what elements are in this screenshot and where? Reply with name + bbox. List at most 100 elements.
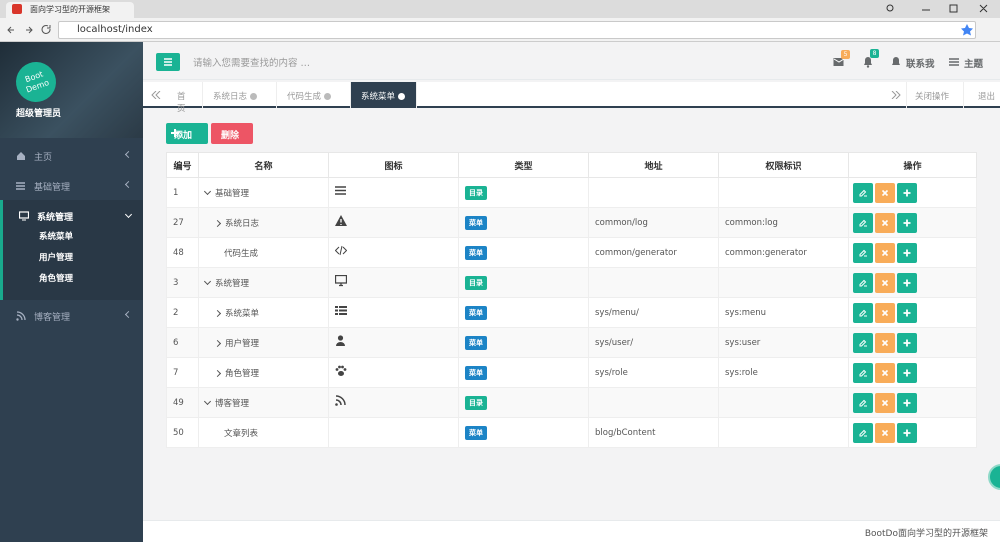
- cell-url: sys/role: [588, 357, 719, 388]
- tree-toggle[interactable]: [213, 309, 222, 317]
- tree-toggle[interactable]: [213, 219, 222, 227]
- name-wrap: 基础管理: [203, 187, 249, 199]
- op-icon: [859, 339, 867, 346]
- window-controls[interactable]: [880, 2, 995, 16]
- tab-close[interactable]: [324, 93, 332, 100]
- menu-caret: [124, 210, 133, 219]
- name-wrap: 用户管理: [205, 339, 259, 349]
- bell-icon[interactable]: [862, 56, 874, 68]
- url-text: blog/bContent: [595, 427, 656, 438]
- op-icon: [903, 339, 911, 346]
- add-child-button[interactable]: [897, 212, 917, 233]
- op-icon: [881, 309, 889, 316]
- tree-toggle[interactable]: [213, 339, 222, 347]
- tab[interactable]: 首页: [167, 82, 203, 114]
- tab[interactable]: 系统日志: [203, 82, 277, 108]
- submenu-item[interactable]: 用户管理: [39, 253, 74, 263]
- cell-url: sys/menu/: [588, 297, 719, 328]
- add-child-button[interactable]: [897, 392, 917, 413]
- search-input[interactable]: 请输入您需要查找的内容 …: [193, 58, 311, 69]
- remove-button[interactable]: [875, 302, 895, 323]
- menu-item[interactable]: 系统管理 系统菜单 用户管理 角色管理: [0, 200, 143, 300]
- contact-link[interactable]: 联系我: [906, 59, 935, 70]
- edit-button[interactable]: [853, 362, 873, 383]
- tree-toggle[interactable]: [203, 187, 212, 195]
- remove-button[interactable]: [875, 362, 895, 383]
- edit-button[interactable]: [853, 242, 873, 263]
- address-bar[interactable]: localhost/index: [58, 21, 976, 39]
- tabs-bar: 首页 系统日志 代码生成 系统菜单 关闭操作 退出: [143, 82, 1000, 114]
- tabs-prev[interactable]: [151, 91, 161, 99]
- mail-icon[interactable]: [833, 57, 845, 67]
- submenu-item[interactable]: 系统菜单: [39, 232, 74, 242]
- edit-button[interactable]: [853, 182, 873, 203]
- tab-label: 系统日志: [213, 92, 248, 102]
- nav-buttons[interactable]: [6, 23, 54, 37]
- cell-type: 菜单: [458, 207, 589, 238]
- tab-close[interactable]: [398, 93, 406, 100]
- browser-tab[interactable]: 面向学习型的开源框架: [6, 2, 134, 18]
- op-icon: [859, 249, 867, 256]
- cell-url: sys/user/: [588, 327, 719, 358]
- edit-button[interactable]: [853, 392, 873, 413]
- theme-link[interactable]: 主题: [964, 59, 984, 70]
- cell-url: [588, 267, 719, 298]
- tab-close[interactable]: [250, 93, 258, 100]
- tabs-next[interactable]: [891, 91, 901, 99]
- cell-ops: [848, 237, 977, 268]
- name-text: 博客管理: [215, 398, 250, 409]
- menu-item[interactable]: 主页: [0, 140, 143, 170]
- add-child-button[interactable]: [897, 272, 917, 293]
- menu-item[interactable]: 基础管理: [0, 170, 143, 200]
- op-icon: [859, 279, 867, 286]
- remove-button[interactable]: [875, 332, 895, 353]
- remove-button[interactable]: [875, 272, 895, 293]
- add-child-button[interactable]: [897, 332, 917, 353]
- menu-item[interactable]: 博客管理: [0, 300, 143, 330]
- close-ops[interactable]: 关闭操作: [906, 82, 962, 108]
- logout[interactable]: 退出: [963, 82, 1000, 108]
- cell-name: 角色管理: [198, 357, 329, 388]
- chat-bubble[interactable]: [988, 464, 1000, 490]
- add-child-button[interactable]: [897, 362, 917, 383]
- remove-button[interactable]: [875, 242, 895, 263]
- add-child-button[interactable]: [897, 182, 917, 203]
- cell-perms: common:log: [718, 207, 849, 238]
- submenu-item[interactable]: 角色管理: [39, 274, 74, 284]
- tab[interactable]: 代码生成: [277, 82, 351, 108]
- edit-button[interactable]: [853, 212, 873, 233]
- menu-toggle[interactable]: [156, 53, 180, 71]
- tree-toggle[interactable]: [203, 277, 212, 285]
- delete-button[interactable]: 删除: [211, 123, 253, 144]
- tree-toggle[interactable]: [203, 397, 212, 405]
- op-icon: [859, 369, 867, 376]
- add-child-button[interactable]: [897, 302, 917, 323]
- table-row: 27 系统日志 菜单 common/log common:log: [166, 207, 977, 238]
- edit-button[interactable]: [853, 332, 873, 353]
- tab[interactable]: 系统菜单: [351, 82, 417, 108]
- cell-type: 菜单: [458, 417, 589, 448]
- bookmark-star[interactable]: [960, 23, 974, 37]
- cell-ops: [848, 177, 977, 208]
- menu-label: 基础管理: [34, 183, 71, 193]
- edit-button[interactable]: [853, 272, 873, 293]
- bell-badge: 8: [870, 49, 879, 58]
- remove-button[interactable]: [875, 422, 895, 443]
- edit-button[interactable]: [853, 302, 873, 323]
- add-child-button[interactable]: [897, 422, 917, 443]
- favicon: [12, 4, 22, 14]
- type-badge: 目录: [465, 275, 487, 290]
- add-child-button[interactable]: [897, 242, 917, 263]
- op-icon: [859, 399, 867, 406]
- tree-toggle[interactable]: [213, 369, 222, 377]
- theme-icon: [949, 58, 959, 66]
- remove-button[interactable]: [875, 392, 895, 413]
- add-button[interactable]: 添加: [166, 123, 208, 144]
- edit-button[interactable]: [853, 422, 873, 443]
- name-text: 系统日志: [225, 218, 260, 229]
- cell-type: 目录: [458, 387, 589, 418]
- remove-button[interactable]: [875, 212, 895, 233]
- cell-name: 用户管理: [198, 327, 329, 358]
- cell-name: 系统日志: [198, 207, 329, 238]
- remove-button[interactable]: [875, 182, 895, 203]
